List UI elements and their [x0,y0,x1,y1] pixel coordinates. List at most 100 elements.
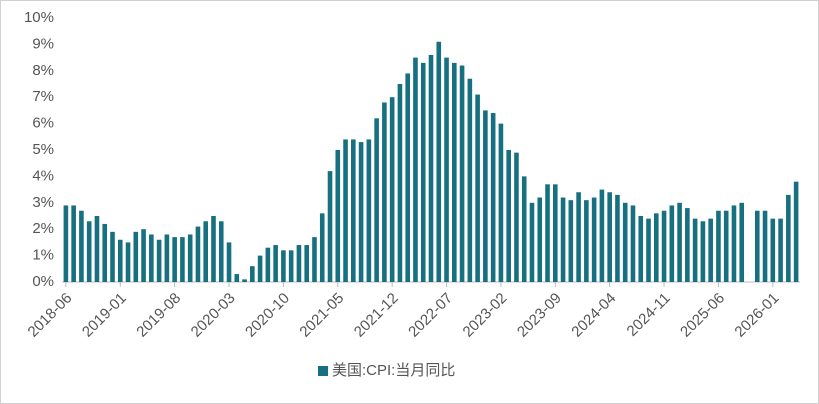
bar [149,234,154,282]
y-tick-label: 2% [32,220,54,237]
bar [304,245,310,282]
bar [203,221,209,282]
bar [234,274,240,282]
y-tick-label: 3% [32,194,54,211]
bar [498,123,504,282]
bar [397,84,403,282]
bar [529,202,535,282]
bar [343,139,348,282]
bar [700,221,706,282]
bar [366,139,372,282]
bar [420,62,426,282]
bar [312,237,317,282]
bar [514,152,519,282]
bar [475,94,480,282]
bar [226,242,232,282]
bar [677,202,682,282]
bar [646,218,651,282]
bar [351,139,356,282]
bar [723,210,729,282]
bar [164,234,170,282]
bar [250,266,255,282]
bar [79,210,84,282]
bar [708,218,713,282]
bar [436,41,442,283]
bar [327,171,333,282]
y-tick-label: 5% [32,141,54,158]
bar [187,234,193,282]
bar [770,218,776,282]
bar [483,110,488,283]
bar [545,184,550,282]
bar [335,150,341,282]
bar [568,200,574,282]
bar [793,181,799,282]
bar [374,118,379,282]
bar [754,210,760,282]
bar [786,194,791,282]
bar [288,250,294,282]
bar [506,150,511,282]
bar [195,226,201,282]
bar [778,218,783,282]
y-tick-label: 10% [24,9,54,26]
y-tick-label: 4% [32,167,54,184]
bar [102,223,108,282]
bar [413,57,418,282]
bar [382,102,387,282]
bar [584,200,589,282]
bar [125,242,131,282]
bar [692,218,698,282]
bar [265,247,271,282]
bar [218,221,224,282]
bar [467,78,473,282]
bar [405,73,410,282]
bar [661,210,667,282]
bar [358,142,364,282]
legend-label: 美国:CPI:当月同比 [332,362,455,379]
bar [257,255,263,282]
bar [762,210,768,282]
y-tick-label: 0% [32,273,54,290]
bar [459,65,465,283]
bar [560,197,566,282]
bar [117,239,123,282]
bar [669,205,675,282]
bar [638,216,644,282]
y-tick-label: 6% [32,115,54,132]
bar [428,54,434,283]
bar [599,189,605,282]
bar [444,57,449,282]
bar [94,216,100,282]
bar [156,239,162,282]
bar [521,176,527,282]
bar [86,221,92,282]
bar [172,237,177,282]
bar [273,245,278,282]
bar [653,213,659,282]
bar [452,62,457,282]
y-tick-label: 8% [32,62,54,79]
bar [576,192,581,282]
bar [537,197,543,282]
legend-swatch [318,366,328,376]
bar [180,237,185,282]
bar [242,279,247,282]
bar [389,97,395,282]
bar [63,205,69,282]
bar [133,231,139,282]
bar [110,231,115,282]
bar [731,205,737,282]
bar [615,194,620,282]
y-tick-label: 9% [32,35,54,52]
bar [552,184,558,282]
bar [716,210,721,282]
bar [685,208,690,282]
bar [490,113,496,282]
y-tick-label: 7% [32,88,54,105]
bar [319,213,325,282]
bar [296,245,302,282]
bar [281,250,286,282]
bar [71,205,76,282]
